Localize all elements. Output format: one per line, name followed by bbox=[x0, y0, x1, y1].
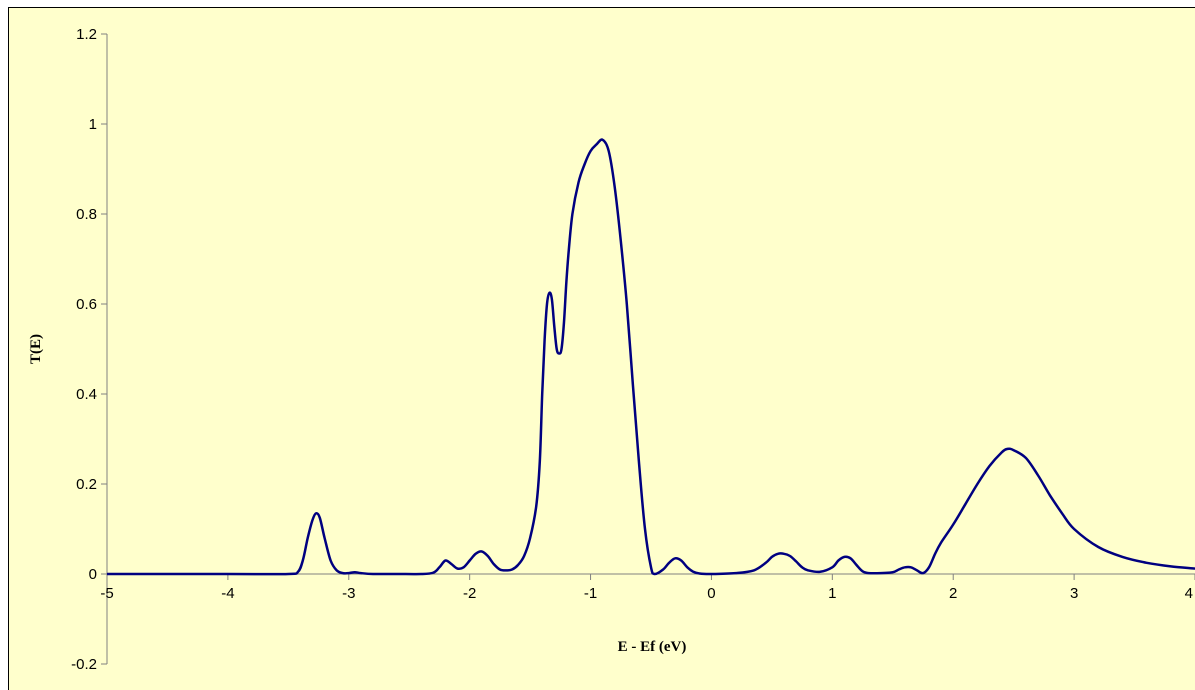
y-tick-label: 0.4 bbox=[76, 386, 97, 403]
x-tick-label: -3 bbox=[342, 585, 355, 602]
y-axis-ticks: -0.2 0 0.2 0.4 0.6 0.8 1 1.2 bbox=[71, 26, 107, 673]
series-line bbox=[107, 138, 1195, 576]
x-tick-label: 1 bbox=[828, 585, 836, 602]
x-tick-label: -4 bbox=[221, 585, 234, 602]
y-tick-label: -0.2 bbox=[71, 656, 97, 673]
y-axis-title: T(E) bbox=[28, 334, 44, 364]
x-tick-label: 2 bbox=[949, 585, 957, 602]
y-tick-label: 1 bbox=[89, 116, 97, 133]
y-tick-label: 1.2 bbox=[76, 26, 97, 43]
x-tick-label: -5 bbox=[100, 585, 113, 602]
y-tick-label: 0 bbox=[89, 566, 97, 583]
x-tick-label: 3 bbox=[1070, 585, 1078, 602]
x-tick-label: -2 bbox=[463, 585, 476, 602]
y-tick-label: 0.2 bbox=[76, 476, 97, 493]
chart-area bbox=[8, 7, 1195, 690]
x-tick-label: 0 bbox=[707, 585, 715, 602]
x-tick-label: -1 bbox=[584, 585, 597, 602]
x-axis-ticks: -5 -4 -3 -2 -1 0 1 2 3 4 bbox=[100, 574, 1195, 602]
series-layer bbox=[107, 138, 1195, 576]
y-tick-label: 0.8 bbox=[76, 206, 97, 223]
y-tick-label: 0.6 bbox=[76, 296, 97, 313]
x-tick-label: 4 bbox=[1185, 585, 1193, 602]
x-axis-title: E - Ef (eV) bbox=[618, 639, 687, 655]
